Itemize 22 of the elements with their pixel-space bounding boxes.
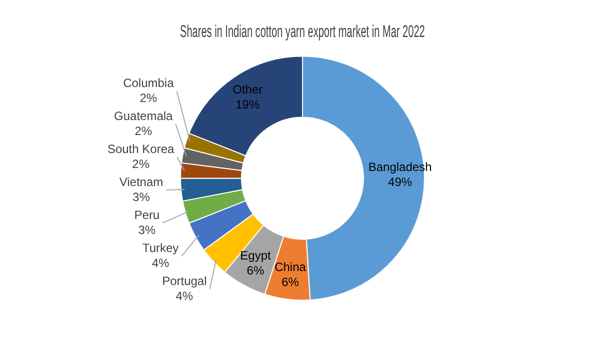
- chart-title: Shares in Indian cotton yarn export market in Mar 2022: [180, 21, 426, 41]
- data-label: 19%: [236, 97, 260, 112]
- data-label: 4%: [152, 256, 170, 270]
- data-label: 6%: [246, 264, 264, 278]
- slice-label: Egypt: [240, 248, 272, 263]
- data-label: 3%: [132, 190, 150, 204]
- slice-label: Peru: [134, 208, 160, 222]
- data-label: 2%: [134, 124, 152, 138]
- slice-label: China: [274, 260, 306, 274]
- data-label: 49%: [388, 174, 412, 189]
- data-label: 3%: [138, 222, 156, 237]
- slice-label: Turkey: [142, 240, 179, 255]
- slice-label: Columbia: [123, 76, 174, 90]
- data-label: 4%: [176, 288, 194, 303]
- data-label: 2%: [140, 90, 158, 105]
- slice-label: Portugal: [162, 274, 207, 288]
- data-label: 6%: [282, 274, 300, 289]
- slice-label: South Korea: [107, 142, 174, 156]
- slice-label: Vietnam: [119, 174, 164, 189]
- data-label: 2%: [132, 156, 150, 171]
- slice-label: Other: [232, 82, 263, 96]
- slice-label: Guatemala: [114, 108, 174, 123]
